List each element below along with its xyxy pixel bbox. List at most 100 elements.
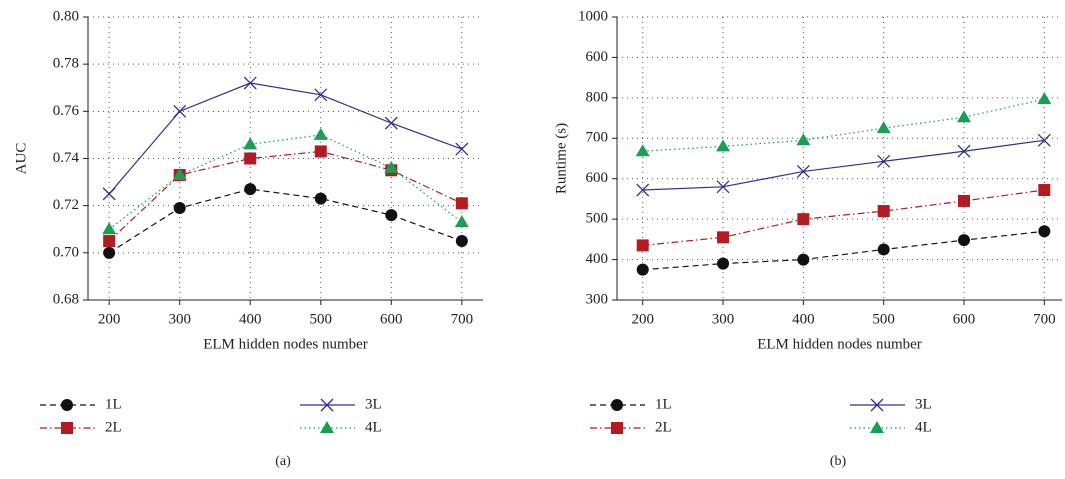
y-tick-label: 0.72: [53, 197, 79, 213]
marker: [455, 142, 469, 156]
y-axis-label: AUC: [13, 143, 29, 175]
marker: [877, 154, 891, 168]
x-tick-label: 500: [310, 311, 333, 327]
x-tick-label: 200: [631, 311, 654, 327]
legend-label: 4L: [915, 419, 932, 435]
x-tick-label: 400: [239, 311, 262, 327]
x-tick-label: 300: [168, 311, 191, 327]
marker: [716, 180, 730, 194]
y-tick-label: 400: [586, 251, 609, 267]
marker: [797, 213, 810, 226]
y-tick-label: 0.76: [53, 103, 80, 119]
marker: [717, 231, 730, 244]
series-line: [108, 134, 463, 230]
y-tick-label: 0.80: [53, 8, 79, 24]
marker: [102, 222, 117, 235]
legend-label: 4L: [365, 419, 382, 435]
marker: [957, 110, 972, 123]
marker: [636, 239, 649, 252]
marker: [244, 152, 257, 165]
marker: [635, 144, 650, 157]
marker: [243, 137, 258, 150]
y-tick-label: 0.70: [53, 244, 79, 260]
x-axis-label: ELM hidden nodes number: [757, 336, 922, 352]
marker: [455, 235, 468, 248]
marker: [103, 235, 116, 248]
legend-label: 1L: [655, 396, 672, 412]
marker: [1038, 225, 1051, 238]
marker: [957, 144, 971, 158]
legend-marker: [611, 422, 623, 434]
marker: [876, 121, 891, 134]
x-tick-label: 400: [792, 311, 815, 327]
legend-marker: [870, 398, 884, 412]
marker: [1037, 133, 1051, 147]
y-tick-label: 0.74: [53, 150, 80, 166]
series-line: [642, 139, 1045, 191]
y-tick-label: 500: [586, 211, 609, 227]
legend-marker: [870, 421, 884, 433]
marker: [716, 139, 731, 152]
marker: [455, 197, 468, 210]
y-tick-label: 800: [586, 89, 609, 105]
marker: [1037, 92, 1052, 105]
legend-label: 1L: [105, 396, 122, 412]
x-tick-label: 500: [872, 311, 895, 327]
marker: [172, 168, 187, 181]
marker: [454, 215, 469, 228]
marker: [244, 183, 257, 196]
marker: [243, 76, 257, 90]
series-line: [642, 189, 1045, 247]
y-tick-label: 600: [586, 170, 609, 186]
legend-label: 3L: [365, 396, 382, 412]
x-tick-label: 300: [712, 311, 735, 327]
marker: [796, 133, 811, 146]
y-tick-label: 600: [586, 49, 609, 65]
marker: [958, 234, 971, 247]
legend-marker: [611, 399, 623, 411]
marker: [958, 194, 971, 207]
marker: [384, 116, 398, 130]
x-tick-label: 600: [380, 311, 403, 327]
x-axis-label: ELM hidden nodes number: [203, 336, 368, 352]
y-tick-label: 300: [586, 291, 609, 307]
marker: [877, 243, 890, 256]
marker: [314, 192, 327, 205]
marker: [102, 187, 116, 201]
y-tick-label: 0.68: [53, 291, 79, 307]
y-tick-label: 700: [586, 130, 609, 146]
legend-marker: [320, 398, 334, 412]
marker: [636, 183, 650, 197]
marker: [384, 160, 399, 173]
caption: (a): [275, 454, 291, 469]
y-tick-label: 0.78: [53, 56, 79, 72]
marker: [717, 257, 730, 270]
x-tick-label: 200: [98, 311, 121, 327]
marker: [173, 104, 187, 118]
marker: [877, 205, 890, 218]
series-line: [108, 188, 463, 254]
legend-label: 2L: [105, 419, 122, 435]
series-line: [108, 150, 463, 242]
legend-marker: [61, 399, 73, 411]
marker: [385, 209, 398, 222]
y-axis-label: Runtime (s): [553, 123, 569, 194]
series-line: [108, 82, 463, 195]
marker: [173, 202, 186, 215]
y-tick-label: 1000: [578, 8, 608, 24]
x-tick-label: 700: [451, 311, 474, 327]
marker: [636, 263, 649, 276]
legend-marker: [320, 421, 334, 433]
x-tick-label: 600: [953, 311, 976, 327]
caption: (b): [830, 454, 847, 469]
series-line: [642, 230, 1045, 271]
legend-marker: [61, 422, 73, 434]
x-tick-label: 700: [1033, 311, 1056, 327]
marker: [103, 246, 116, 259]
marker: [796, 164, 810, 178]
marker: [1038, 184, 1051, 197]
legend-label: 3L: [915, 396, 932, 412]
series-line: [642, 98, 1045, 152]
marker: [314, 145, 327, 158]
